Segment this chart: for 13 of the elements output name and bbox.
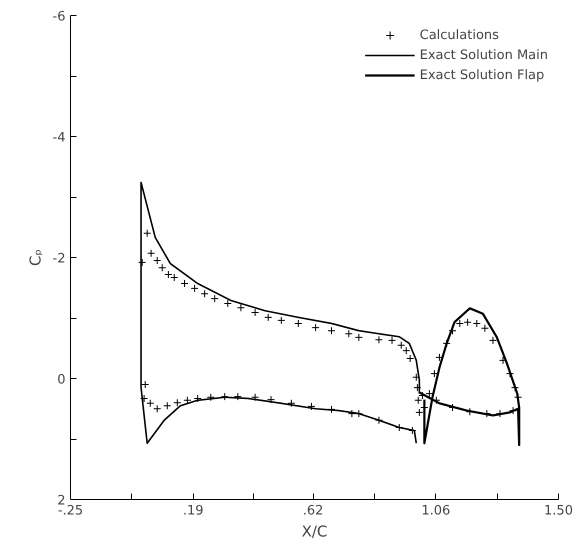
y-tick-label: 0 <box>57 372 66 388</box>
x-tick-label: 1.06 <box>421 504 450 518</box>
y-tick-label: -4 <box>52 130 66 146</box>
legend-label: Calculations <box>420 28 499 42</box>
y-tick-label: -2 <box>52 252 66 266</box>
y-tick-label: -6 <box>52 10 66 24</box>
x-tick-label: .19 <box>182 504 204 518</box>
x-tick-label: .62 <box>302 504 324 518</box>
legend-label: Exact Solution Main <box>420 48 548 62</box>
legend-label: Exact Solution Flap <box>420 68 544 82</box>
y-axis-title: Cₚ <box>26 249 45 266</box>
x-axis-title: X/C <box>302 522 328 540</box>
x-tick-label: 1.50 <box>544 504 573 518</box>
